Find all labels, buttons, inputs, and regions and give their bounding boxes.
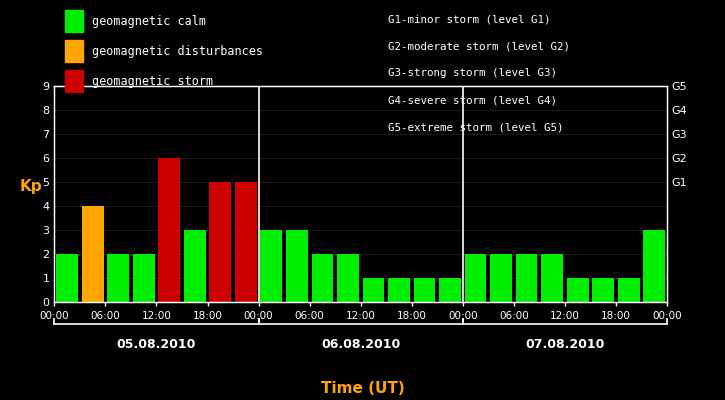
Text: 06.08.2010: 06.08.2010 bbox=[321, 338, 400, 351]
Bar bbox=[158, 158, 180, 302]
Bar bbox=[592, 278, 614, 302]
Text: geomagnetic disturbances: geomagnetic disturbances bbox=[92, 44, 263, 58]
Bar bbox=[107, 254, 129, 302]
Text: Time (UT): Time (UT) bbox=[320, 381, 405, 396]
Text: G4-severe storm (level G4): G4-severe storm (level G4) bbox=[388, 96, 557, 106]
Bar bbox=[490, 254, 512, 302]
Bar bbox=[184, 230, 206, 302]
Bar bbox=[388, 278, 410, 302]
Bar bbox=[465, 254, 486, 302]
Text: G5-extreme storm (level G5): G5-extreme storm (level G5) bbox=[388, 123, 563, 133]
Text: geomagnetic calm: geomagnetic calm bbox=[92, 14, 206, 28]
Bar bbox=[567, 278, 589, 302]
Bar bbox=[643, 230, 665, 302]
Text: G2-moderate storm (level G2): G2-moderate storm (level G2) bbox=[388, 41, 570, 51]
Text: G1-minor storm (level G1): G1-minor storm (level G1) bbox=[388, 14, 550, 24]
Bar bbox=[312, 254, 334, 302]
Y-axis label: Kp: Kp bbox=[20, 179, 43, 194]
Bar bbox=[235, 182, 257, 302]
Bar bbox=[286, 230, 307, 302]
Bar bbox=[210, 182, 231, 302]
Text: 05.08.2010: 05.08.2010 bbox=[117, 338, 196, 351]
Text: G3-strong storm (level G3): G3-strong storm (level G3) bbox=[388, 68, 557, 78]
Bar bbox=[57, 254, 78, 302]
Text: 07.08.2010: 07.08.2010 bbox=[525, 338, 605, 351]
Bar bbox=[337, 254, 359, 302]
Bar bbox=[260, 230, 282, 302]
Bar bbox=[515, 254, 537, 302]
Text: geomagnetic storm: geomagnetic storm bbox=[92, 74, 213, 88]
Bar bbox=[414, 278, 435, 302]
Bar bbox=[439, 278, 461, 302]
Bar bbox=[362, 278, 384, 302]
Bar bbox=[82, 206, 104, 302]
Bar bbox=[542, 254, 563, 302]
Bar bbox=[133, 254, 154, 302]
Bar bbox=[618, 278, 639, 302]
